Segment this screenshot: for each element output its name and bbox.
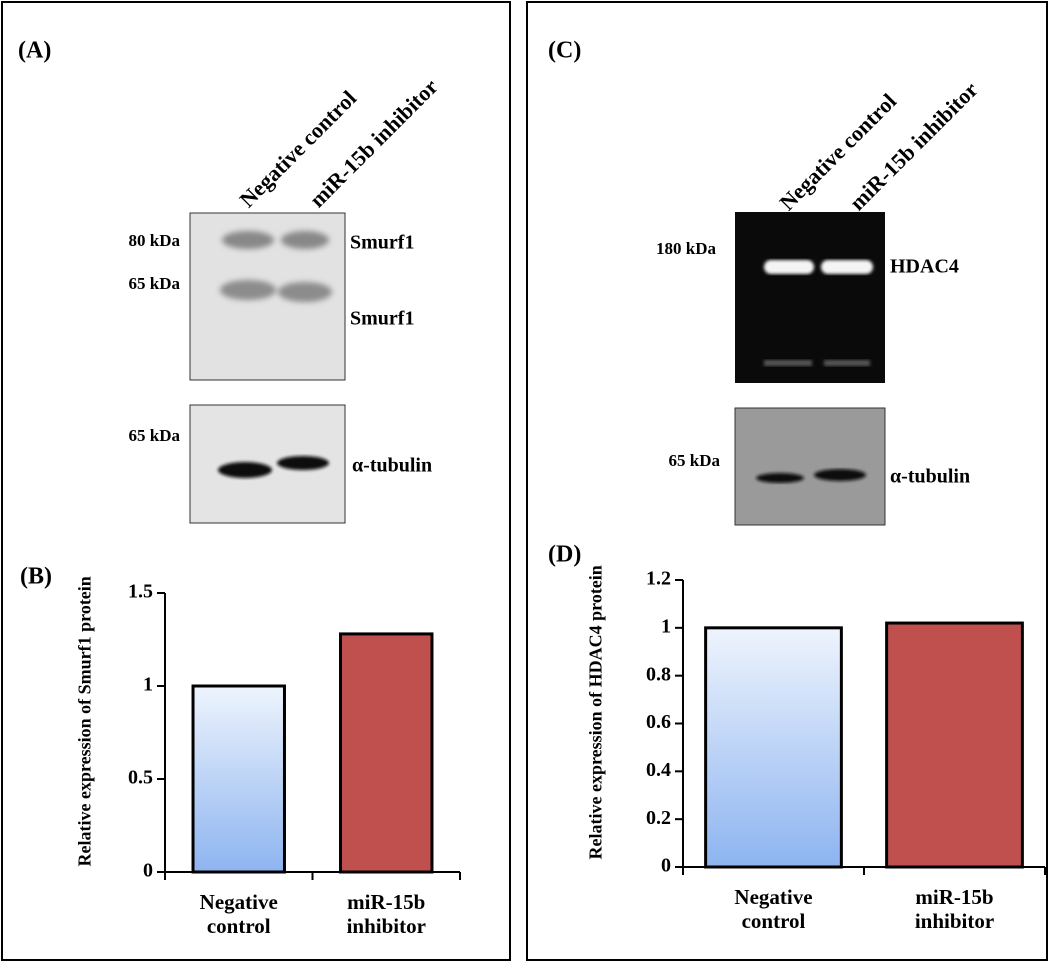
band-label: HDAC4 bbox=[890, 256, 959, 278]
blot-bands bbox=[218, 456, 329, 478]
y-tick-label: 0 bbox=[143, 860, 153, 882]
x-tick-label: miR-15b inhibitor bbox=[914, 885, 995, 934]
panel-label: (B) bbox=[20, 564, 52, 590]
bar bbox=[191, 684, 286, 874]
bar bbox=[885, 621, 1024, 869]
panel-label: (A) bbox=[18, 38, 51, 64]
y-tick-label: 0.8 bbox=[646, 663, 671, 685]
x-tick-label: Negative control bbox=[734, 885, 813, 934]
band-label: α-tubulin bbox=[890, 466, 970, 488]
marker-label: 65 kDa bbox=[129, 274, 181, 293]
marker-label: 65 kDa bbox=[669, 451, 721, 470]
band-label: Smurf1 bbox=[350, 232, 414, 254]
bar bbox=[339, 632, 434, 874]
y-tick-label: 0.4 bbox=[646, 759, 671, 781]
marker-label: 65 kDa bbox=[129, 426, 181, 445]
band-label: Smurf1 bbox=[350, 308, 414, 330]
y-tick-label: 1.2 bbox=[646, 568, 671, 590]
y-tick-label: 0.2 bbox=[646, 807, 671, 829]
blot-bands bbox=[220, 231, 332, 302]
lane-label: Negative control bbox=[774, 88, 901, 215]
x-tick-label: miR-15b inhibitor bbox=[346, 890, 426, 939]
bar bbox=[704, 626, 843, 869]
lane-label: miR-15b inhibitor bbox=[304, 74, 442, 212]
panel-label: (C) bbox=[548, 38, 581, 64]
y-tick-label: 0.6 bbox=[646, 711, 671, 733]
blot-bands bbox=[764, 260, 873, 366]
x-tick-label: Negative control bbox=[199, 890, 278, 939]
blot bbox=[734, 407, 886, 526]
y-tick-label: 1 bbox=[661, 615, 671, 637]
blot-bands bbox=[756, 469, 866, 483]
lane-label: Negative control bbox=[234, 85, 361, 212]
y-tick-label: 1 bbox=[143, 674, 153, 696]
band-label: α-tubulin bbox=[352, 455, 432, 477]
marker-label: 80 kDa bbox=[129, 231, 181, 250]
y-tick-label: 0.5 bbox=[128, 767, 153, 789]
blot bbox=[735, 212, 885, 383]
panel-frame bbox=[1, 1, 511, 961]
panel-frame bbox=[526, 1, 1048, 961]
y-tick-label: 1.5 bbox=[128, 581, 153, 603]
y-axis-label: Relative expression of HDAC4 protein bbox=[585, 564, 606, 859]
y-tick-label: 0 bbox=[661, 855, 671, 877]
y-axis-label: Relative expression of Smurf1 protein bbox=[74, 575, 95, 866]
panel-label: (D) bbox=[548, 542, 581, 568]
marker-label: 180 kDa bbox=[656, 239, 716, 258]
lane-label: miR-15b inhibitor bbox=[844, 77, 982, 215]
